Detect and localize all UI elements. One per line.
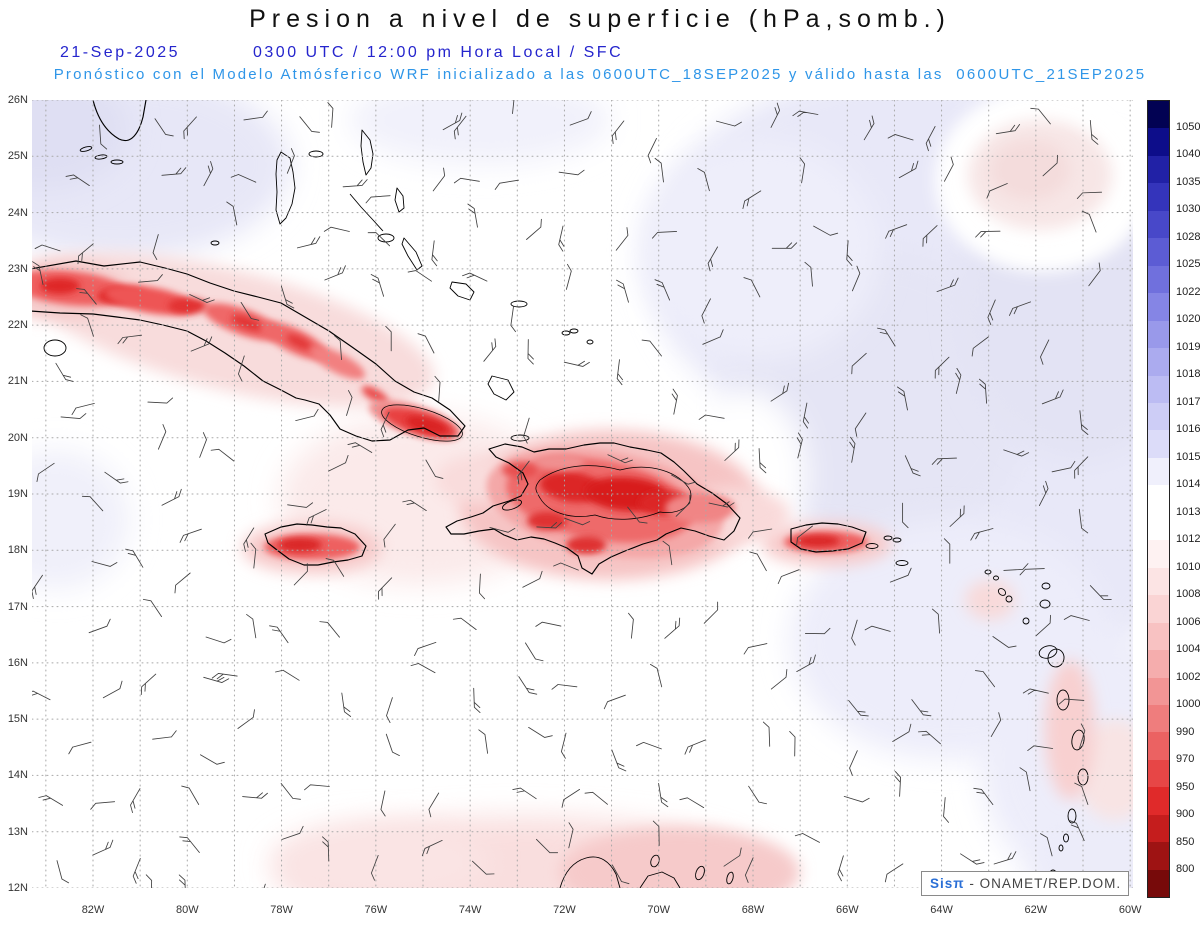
colorbar-cell bbox=[1148, 348, 1169, 376]
colorbar-cell bbox=[1148, 622, 1169, 651]
colorbar-cell bbox=[1148, 210, 1169, 239]
colorbar-cell bbox=[1148, 265, 1169, 294]
colorbar-cell bbox=[1148, 101, 1169, 129]
red-pressure-cores bbox=[32, 270, 868, 560]
colorbar-cell bbox=[1148, 540, 1169, 568]
colorbar-cell bbox=[1148, 567, 1169, 596]
colorbar-cell bbox=[1148, 430, 1169, 458]
colorbar-cell bbox=[1148, 677, 1169, 705]
pressure-colorbar bbox=[1147, 100, 1170, 898]
colorbar-cell bbox=[1148, 650, 1169, 678]
colorbar-cell bbox=[1148, 128, 1169, 156]
colorbar-cell bbox=[1148, 869, 1169, 898]
coastlines bbox=[32, 100, 1089, 888]
valid-time: 0300 UTC / 12:00 pm Hora Local / SFC bbox=[253, 44, 624, 61]
colorbar-cell bbox=[1148, 183, 1169, 211]
high-pressure-shading bbox=[32, 100, 1133, 888]
watermark-org: - ONAMET/REP.DOM. bbox=[964, 876, 1122, 891]
colorbar-cell bbox=[1148, 704, 1169, 733]
model-run-info: Pronóstico con el Modelo Atmósferico WRF… bbox=[53, 66, 1147, 83]
colorbar-cell bbox=[1148, 402, 1169, 431]
watermark: Sisπ - ONAMET/REP.DOM. bbox=[921, 871, 1129, 896]
colorbar-cell bbox=[1148, 320, 1169, 349]
colorbar-cell bbox=[1148, 595, 1169, 623]
page-title: Presion a nivel de superficie (hPa,somb.… bbox=[249, 5, 951, 33]
colorbar-cell bbox=[1148, 457, 1169, 486]
colorbar-cell bbox=[1148, 842, 1169, 870]
colorbar-cell bbox=[1148, 375, 1169, 403]
colorbar-cell bbox=[1148, 787, 1169, 815]
colorbar-cell bbox=[1148, 155, 1169, 184]
forecast-date: 21-Sep-2025 bbox=[60, 44, 181, 61]
colorbar-cell bbox=[1148, 238, 1169, 266]
colorbar-cell bbox=[1148, 814, 1169, 843]
wind-barbs bbox=[32, 100, 1112, 888]
colorbar-cell bbox=[1148, 512, 1169, 541]
watermark-brand: Sisπ bbox=[930, 876, 965, 891]
colorbar-cell bbox=[1148, 485, 1169, 513]
colorbar-cell bbox=[1148, 732, 1169, 760]
colorbar-cell bbox=[1148, 293, 1169, 321]
colorbar-cell bbox=[1148, 759, 1169, 788]
